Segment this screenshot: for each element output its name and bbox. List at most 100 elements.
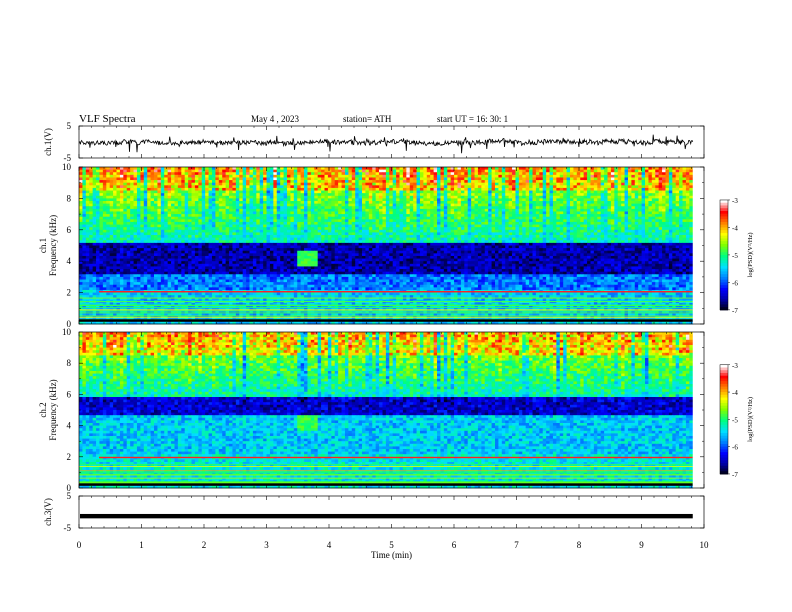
heatmap-cell — [331, 227, 335, 230]
heatmap-cell — [553, 201, 557, 204]
heatmap-cell — [249, 198, 253, 201]
heatmap-cell — [103, 170, 107, 173]
heatmap-cell — [614, 177, 618, 180]
heatmap-cell — [212, 201, 216, 204]
heatmap-cell — [110, 238, 114, 241]
heatmap-cell — [597, 175, 601, 178]
heatmap-cell — [215, 222, 219, 225]
heatmap-cell — [440, 198, 444, 201]
heatmap-cell — [164, 198, 168, 201]
heatmap-cell — [539, 201, 543, 204]
heatmap-cell — [331, 188, 335, 191]
heatmap-cell — [117, 219, 121, 222]
heatmap-cell — [369, 217, 373, 220]
heatmap-cell — [512, 180, 516, 183]
heatmap-cell — [273, 227, 277, 230]
heatmap-cell — [584, 211, 588, 214]
heatmap-cell — [127, 222, 131, 225]
heatmap-cell — [437, 172, 441, 175]
heatmap-cell — [686, 211, 690, 214]
heatmap-cell — [93, 191, 97, 194]
heatmap-cell — [355, 217, 359, 220]
heatmap-cell — [505, 193, 509, 196]
heatmap-cell — [608, 204, 612, 207]
heatmap-cell — [543, 206, 547, 209]
heatmap-cell — [239, 214, 243, 217]
heatmap-cell — [93, 193, 97, 196]
heatmap-cell — [676, 185, 680, 188]
heatmap-cell — [277, 230, 281, 233]
heatmap-cell — [386, 183, 390, 186]
heatmap-cell — [140, 172, 144, 175]
heatmap-cell — [382, 222, 386, 225]
heatmap-cell — [577, 180, 581, 183]
heatmap-cell — [492, 201, 496, 204]
heatmap-cell — [536, 175, 540, 178]
heatmap-cell — [672, 232, 676, 235]
heatmap-cell — [328, 204, 332, 207]
heatmap-cell — [396, 232, 400, 235]
heatmap-cell — [567, 193, 571, 196]
heatmap-cell — [672, 219, 676, 222]
heatmap-cell — [318, 211, 322, 214]
heatmap-cell — [314, 214, 318, 217]
heatmap-cell — [318, 177, 322, 180]
heatmap-cell — [672, 217, 676, 220]
heatmap-cell — [287, 183, 291, 186]
heatmap-cell — [434, 230, 438, 233]
heatmap-cell — [410, 219, 414, 222]
heatmap-cell — [192, 211, 196, 214]
heatmap-cell — [642, 211, 646, 214]
heatmap-cell — [570, 211, 574, 214]
heatmap-cell — [625, 177, 629, 180]
heatmap-cell — [226, 217, 230, 220]
heatmap-cell — [249, 211, 253, 214]
heatmap-cell — [570, 214, 574, 217]
heatmap-cell — [406, 198, 410, 201]
heatmap-cell — [232, 235, 236, 238]
heatmap-cell — [420, 225, 424, 228]
heatmap-cell — [284, 196, 288, 199]
heatmap-cell — [597, 214, 601, 217]
heatmap-cell — [161, 198, 165, 201]
heatmap-cell — [546, 177, 550, 180]
heatmap-cell — [304, 188, 308, 191]
heatmap-cell — [297, 219, 301, 222]
heatmap-cell — [468, 175, 472, 178]
heatmap-cell — [481, 198, 485, 201]
heatmap-cell — [89, 230, 93, 233]
heatmap-cell — [604, 201, 608, 204]
heatmap-cell — [492, 209, 496, 212]
heatmap-cell — [553, 232, 557, 235]
heatmap-cell — [526, 170, 530, 173]
heatmap-cell — [403, 188, 407, 191]
heatmap-cell — [185, 196, 189, 199]
heatmap-cell — [376, 180, 380, 183]
heatmap-cell — [427, 206, 431, 209]
heatmap-cell — [359, 214, 363, 217]
heatmap-cell — [226, 193, 230, 196]
heatmap-cell — [86, 191, 90, 194]
heatmap-cell — [376, 235, 380, 238]
heatmap-cell — [144, 185, 148, 188]
heatmap-cell — [689, 188, 693, 191]
heatmap-cell — [396, 172, 400, 175]
heatmap-cell — [127, 214, 131, 217]
heatmap-cell — [665, 214, 669, 217]
heatmap-cell — [161, 185, 165, 188]
heatmap-cell — [246, 211, 250, 214]
heatmap-cell — [382, 188, 386, 191]
heatmap-cell — [147, 185, 151, 188]
heatmap-cell — [468, 230, 472, 233]
heatmap-cell — [532, 227, 536, 230]
heatmap-cell — [573, 222, 577, 225]
heatmap-cell — [563, 183, 567, 186]
heatmap-cell — [638, 235, 642, 238]
heatmap-cell — [294, 211, 298, 214]
heatmap-cell — [379, 172, 383, 175]
heatmap-cell — [672, 227, 676, 230]
heatmap-cell — [328, 198, 332, 201]
heatmap-cell — [99, 209, 103, 212]
heatmap-cell — [430, 196, 434, 199]
heatmap-cell — [461, 172, 465, 175]
